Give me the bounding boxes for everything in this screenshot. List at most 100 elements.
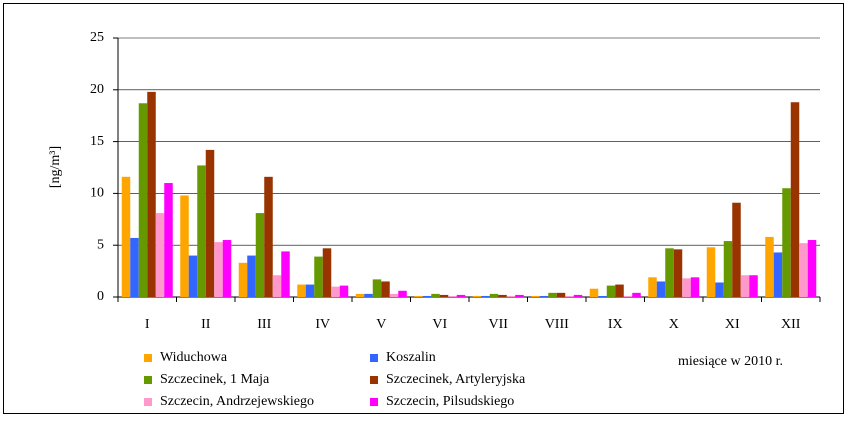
bar (130, 237, 139, 297)
bar (615, 284, 624, 297)
bar (281, 251, 290, 297)
bar (389, 293, 399, 297)
bar (414, 295, 423, 297)
bar (381, 281, 390, 297)
bar (790, 102, 800, 298)
x-tick-label: IX (608, 317, 623, 332)
bar (715, 282, 724, 297)
bar (197, 165, 206, 297)
bar (623, 295, 633, 297)
bar (339, 285, 349, 297)
bar (539, 295, 549, 297)
x-tick-label: XI (725, 317, 740, 332)
bar (439, 294, 449, 297)
bar (515, 294, 524, 297)
bar (531, 295, 540, 297)
bar (372, 279, 382, 297)
bar (322, 248, 332, 297)
legend-label: Widuchowa (160, 350, 228, 365)
y-tick-label: 0 (97, 289, 104, 304)
x-tick-label: X (669, 317, 679, 332)
bar (799, 243, 808, 297)
y-tick-label: 25 (90, 30, 104, 45)
bar (355, 293, 365, 297)
bar (398, 290, 407, 297)
bar (422, 295, 432, 297)
y-axis-label: [ng/m³] (48, 146, 63, 188)
bar (264, 176, 273, 297)
bar (238, 262, 248, 297)
bar (481, 295, 490, 297)
bar (305, 284, 315, 297)
bar (606, 285, 616, 297)
bar (556, 292, 566, 297)
bar (598, 295, 607, 297)
bar (749, 275, 758, 297)
bar (272, 275, 282, 297)
bar (205, 149, 215, 297)
bar (222, 240, 232, 297)
bar (765, 236, 774, 297)
legend-swatch (144, 398, 152, 406)
legend-swatch (144, 354, 152, 362)
legend-swatch (144, 376, 152, 384)
bar (121, 176, 131, 297)
x-tick-label: VI (432, 317, 447, 332)
bar (155, 213, 165, 297)
bar (448, 295, 457, 297)
y-tick-label: 10 (90, 186, 104, 201)
bar (297, 284, 306, 297)
bar (589, 288, 599, 297)
bar (164, 183, 173, 297)
y-tick-label: 20 (90, 82, 104, 97)
bar (782, 188, 791, 297)
legend-label: Szczecinek, Artyleryjska (386, 372, 526, 387)
x-tick-label: V (376, 317, 386, 332)
bar (180, 195, 189, 297)
x-tick-label: IV (315, 317, 330, 332)
bar (648, 277, 657, 297)
bar (573, 294, 583, 297)
x-tick-label: VIII (545, 317, 569, 332)
x-tick-label: III (257, 317, 271, 332)
bar (247, 255, 256, 297)
bar (690, 277, 700, 297)
legend-label: Koszalin (386, 350, 436, 365)
bar (548, 292, 557, 297)
legend-swatch (370, 398, 378, 406)
bar (138, 103, 148, 297)
bar (188, 255, 198, 297)
legend-label: Szczecin, Andrzejewskiego (160, 394, 314, 409)
bar (773, 252, 783, 297)
bar (723, 241, 733, 297)
bar (632, 292, 641, 297)
x-axis-label: miesiące w 2010 r. (678, 354, 783, 369)
bar (456, 294, 466, 297)
bar (431, 293, 440, 297)
bar (147, 91, 156, 297)
x-tick-label: VII (489, 317, 509, 332)
x-tick-label: II (201, 317, 211, 332)
legend-swatch (370, 376, 378, 384)
bar (665, 248, 674, 297)
bar (565, 295, 574, 297)
bar (682, 278, 691, 297)
bar (807, 240, 817, 297)
bar (506, 295, 516, 297)
legend-label: Szczecin, Pilsudskiego (386, 394, 514, 409)
bar (472, 295, 482, 297)
x-tick-label: I (145, 317, 150, 332)
bar (489, 293, 499, 297)
bar (314, 256, 323, 297)
bar (706, 247, 716, 297)
legend-swatch (370, 354, 378, 362)
x-tick-label: XII (781, 317, 801, 332)
legend-label: Szczecinek, 1 Maja (160, 372, 270, 387)
bar (331, 286, 340, 297)
bar (673, 249, 683, 297)
bar (740, 275, 750, 297)
bar (498, 294, 507, 297)
y-tick-label: 5 (97, 237, 104, 252)
bar (255, 213, 265, 297)
